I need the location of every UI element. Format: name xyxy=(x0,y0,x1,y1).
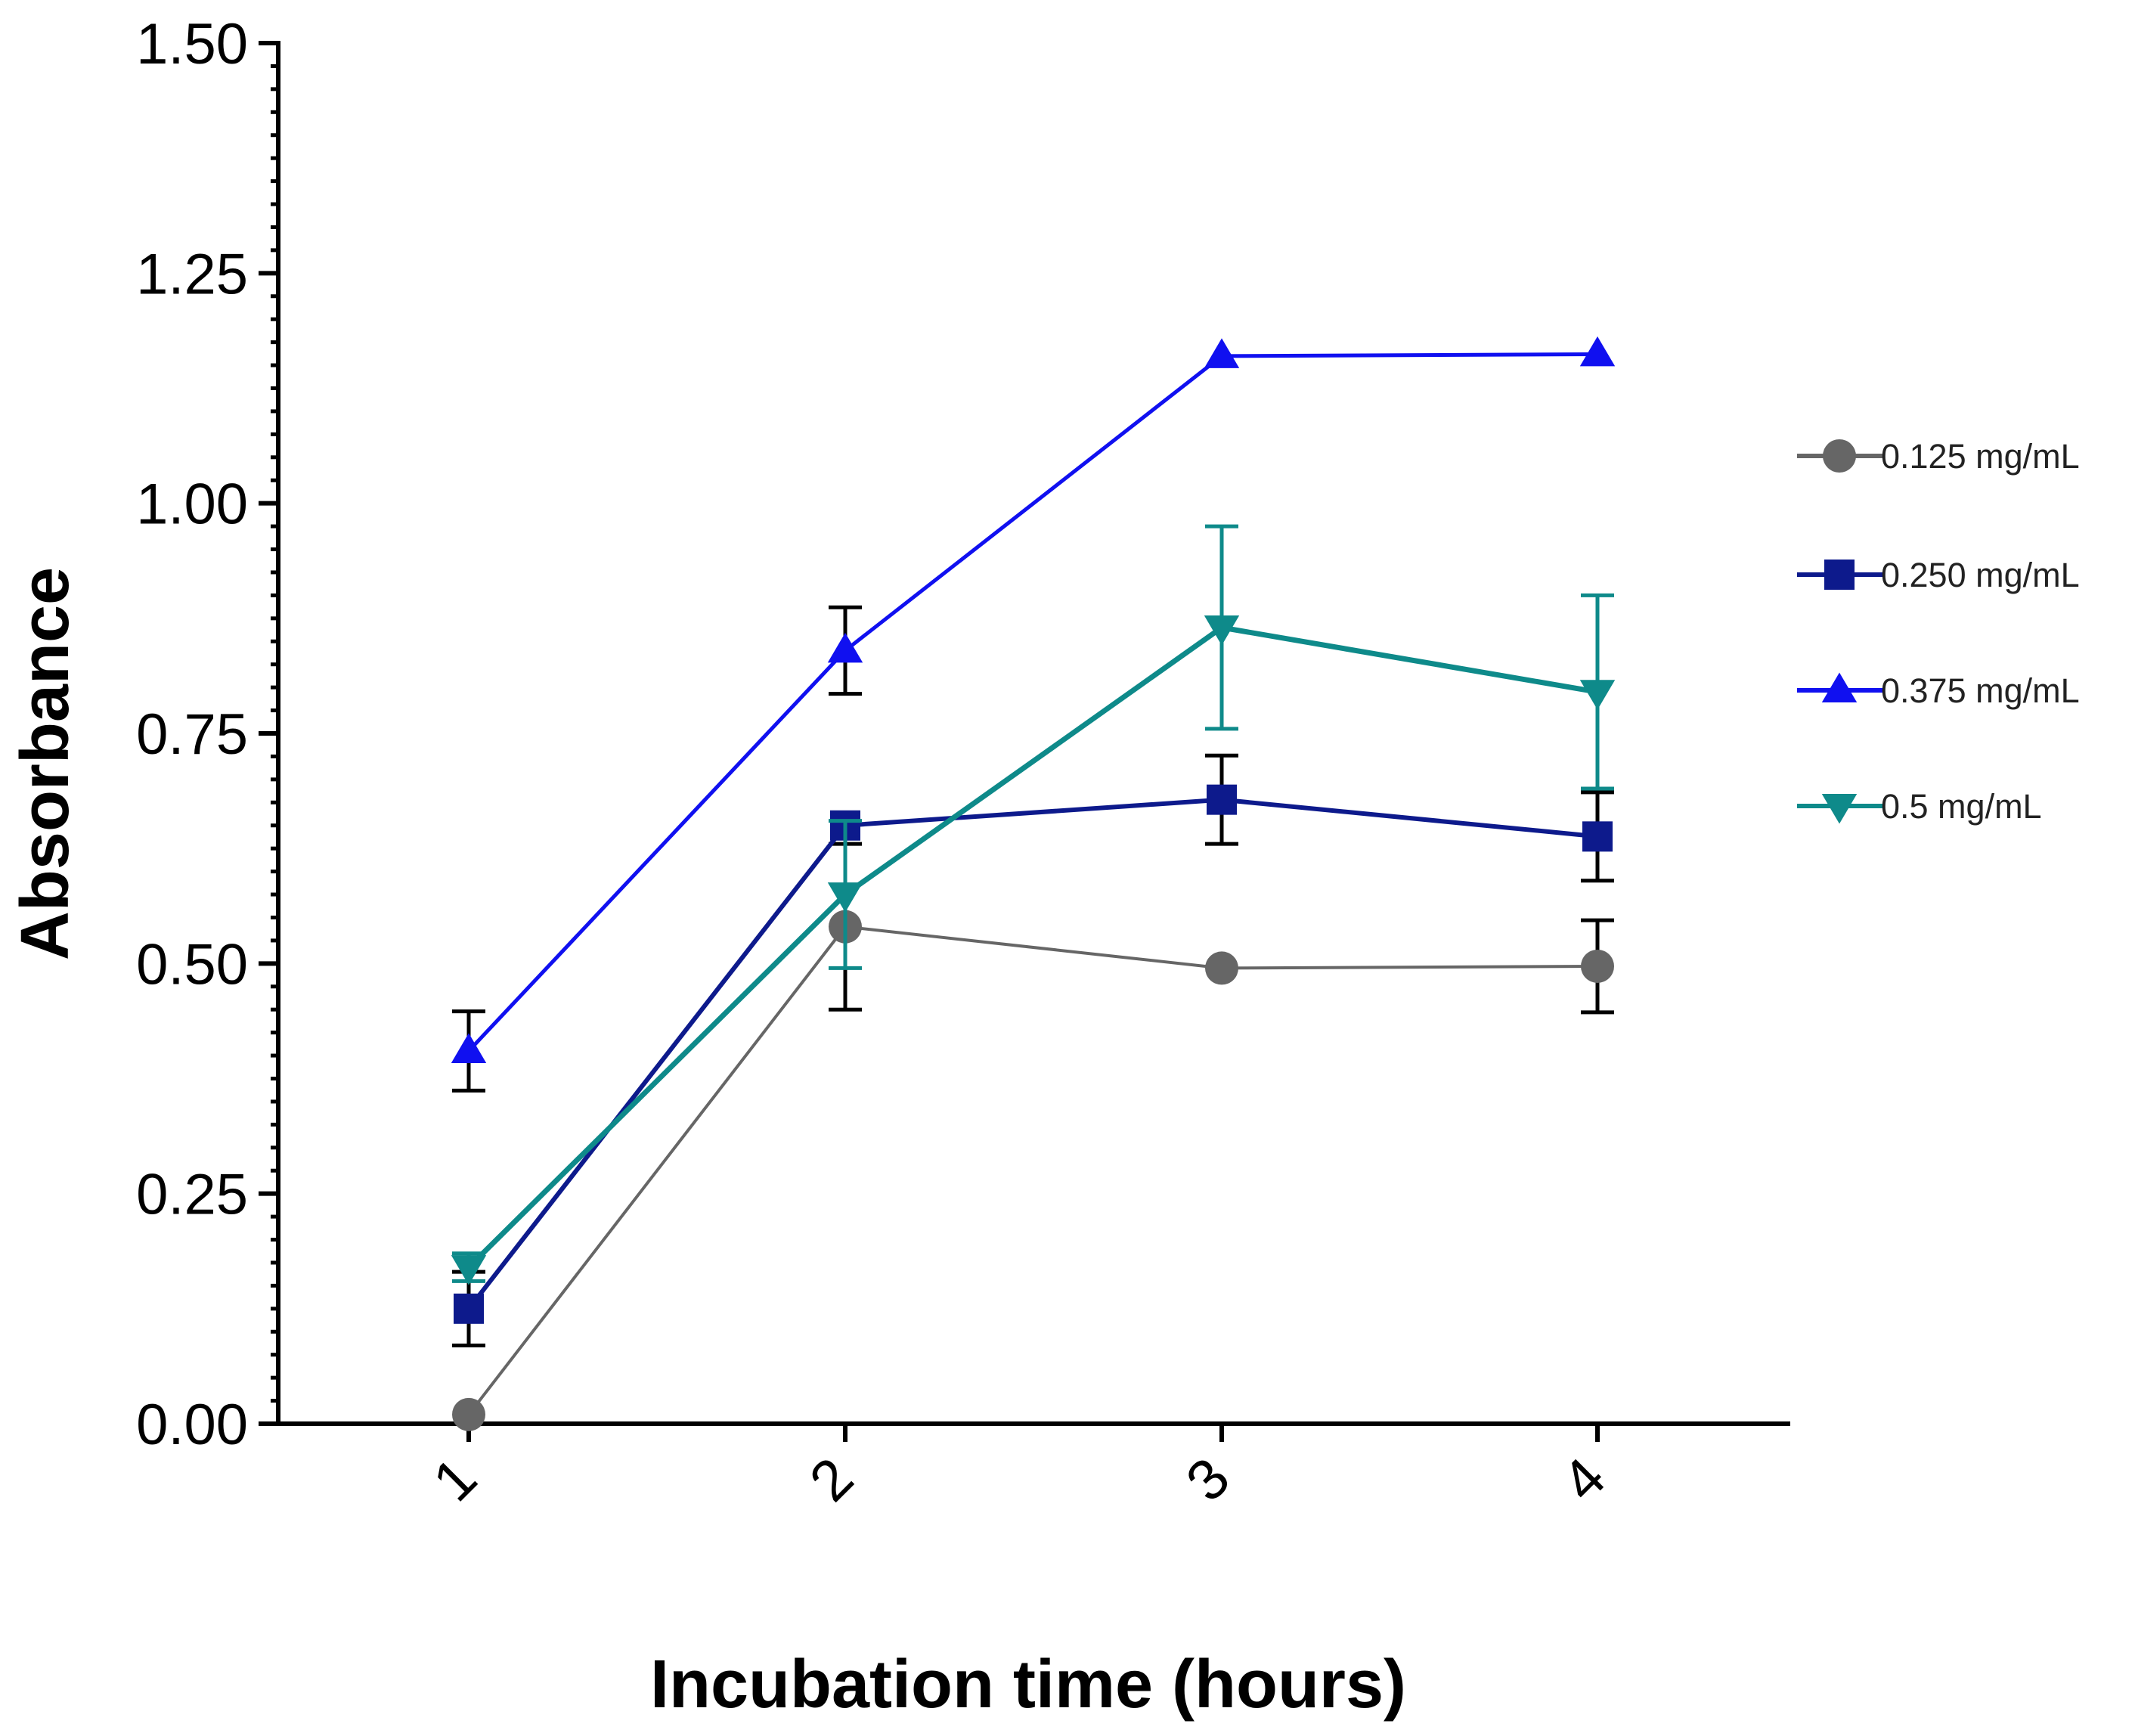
data-point xyxy=(1204,615,1240,646)
series-layer xyxy=(451,336,1616,1431)
y-tick-label: 0.75 xyxy=(136,702,248,767)
legend-item: 0.125 mg/mL xyxy=(1797,437,2080,476)
y-tick-label: 0.00 xyxy=(136,1393,248,1457)
y-tick-label: 1.50 xyxy=(136,12,248,76)
series-0-5-mg-ml xyxy=(451,524,1616,1285)
x-axis-title: Incubation time (hours) xyxy=(650,1647,1406,1722)
series-0-250-mg-ml xyxy=(452,753,1614,1348)
data-point xyxy=(1582,821,1613,852)
series-line xyxy=(467,352,1598,1052)
data-point xyxy=(827,632,863,663)
data-point xyxy=(451,1255,487,1285)
legend: 0.125 mg/mL 0.250 mg/mL 0.375 mg/mL 0.5 mg/… xyxy=(1797,437,2080,826)
y-axis-title: Absorbance xyxy=(8,567,83,960)
series-line xyxy=(467,925,1598,1416)
y-tick-label: 0.25 xyxy=(136,1163,248,1227)
data-point xyxy=(1579,336,1616,367)
data-point xyxy=(1204,338,1240,368)
x-tick-label: 1 xyxy=(421,1446,489,1514)
series-line xyxy=(466,625,1598,1269)
axes: 0.00 0.25 0.50 0.75 1.00 1.25 1.50 1 2 3 4 xyxy=(136,12,1790,1514)
data-point xyxy=(452,1397,485,1431)
legend-label: 0.5 mg/mL xyxy=(1881,787,2042,826)
legend-marker xyxy=(1824,560,1855,590)
y-tick-label: 1.00 xyxy=(136,473,248,537)
legend-item: 0.5 mg/mL xyxy=(1797,787,2042,826)
legend-marker xyxy=(1823,439,1856,473)
legend-marker xyxy=(1821,794,1858,824)
data-point xyxy=(1205,951,1238,985)
legend-item: 0.375 mg/mL xyxy=(1797,671,2080,710)
x-tick-label: 4 xyxy=(1550,1446,1618,1514)
legend-label: 0.125 mg/mL xyxy=(1881,437,2080,476)
x-axis-ticks: 1 2 3 4 xyxy=(421,1424,1618,1514)
data-point xyxy=(1581,949,1614,983)
y-tick-label: 1.25 xyxy=(136,242,248,306)
data-point xyxy=(454,1293,484,1324)
data-point xyxy=(1579,680,1616,710)
series-0-375-mg-ml xyxy=(451,336,1616,1093)
data-point xyxy=(1207,784,1237,815)
legend-label: 0.250 mg/mL xyxy=(1881,556,2080,594)
x-tick-label: 2 xyxy=(798,1446,866,1514)
data-point xyxy=(827,882,863,913)
legend-marker xyxy=(1821,672,1858,702)
series-0-125-mg-ml xyxy=(452,842,1614,1431)
y-tick-label: 0.50 xyxy=(136,932,248,997)
legend-item: 0.250 mg/mL xyxy=(1797,556,2080,594)
legend-label: 0.375 mg/mL xyxy=(1881,671,2080,710)
x-tick-label: 3 xyxy=(1174,1446,1242,1514)
y-axis-ticks: 0.00 0.25 0.50 0.75 1.00 1.25 1.50 xyxy=(136,12,278,1457)
series-line xyxy=(466,797,1598,1310)
data-point xyxy=(451,1033,487,1063)
